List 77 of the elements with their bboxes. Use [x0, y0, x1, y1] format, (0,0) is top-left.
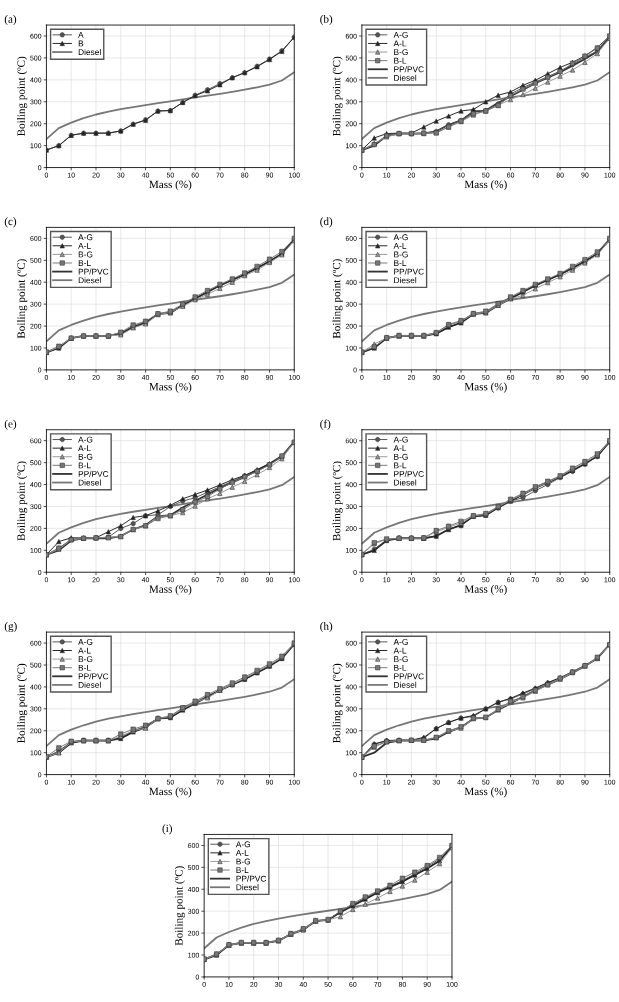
legend-label: B-L: [394, 260, 407, 266]
legend-label: A-G: [78, 436, 93, 443]
y-axis-title: Boiling point (ºC): [17, 663, 28, 744]
legend-label: PP/PVC: [394, 470, 424, 477]
legend-label: B-G: [78, 656, 93, 663]
legend-label: Diesel: [394, 74, 417, 81]
legend-label: B-L: [78, 260, 91, 266]
y-axis-title: Boiling point (ºC): [332, 259, 343, 339]
chart-title: (h): [320, 622, 333, 633]
legend-label: PP/PVC: [394, 268, 424, 275]
legend-label: B-L: [394, 57, 407, 64]
x-axis-title: Mass (%): [149, 180, 192, 191]
y-axis-title: Boiling point (ºC): [17, 461, 28, 541]
legend-label: A-L: [393, 40, 407, 47]
y-axis-title: Boiling point (ºC): [332, 461, 343, 541]
legend-label: A-G: [393, 234, 408, 241]
legend-label: PP/PVC: [236, 875, 267, 882]
legend-label: PP/PVC: [78, 470, 109, 477]
legend-label: Diesel: [78, 681, 101, 688]
legend-label: B-L: [78, 462, 91, 469]
legend-label: B: [78, 40, 84, 47]
chart-title: (a): [4, 14, 17, 26]
legend-label: B-G: [394, 656, 408, 663]
chart-title: (g): [4, 621, 17, 633]
legend-label: B-G: [394, 453, 408, 460]
legend-label: PP/PVC: [394, 673, 424, 680]
legend-label: A-G: [78, 234, 93, 241]
chart-title: (c): [4, 217, 17, 228]
legend-label: A-L: [78, 445, 91, 452]
x-axis-title: Mass (%): [464, 584, 507, 596]
legend-label: A-L: [393, 647, 407, 654]
y-axis-title: Boiling point (ºC): [17, 56, 28, 136]
chart-title: (d): [320, 217, 333, 228]
legend-label: B-G: [78, 251, 93, 258]
chart-title: (f): [320, 419, 331, 430]
legend-label: B-G: [394, 49, 408, 56]
legend-label: Diesel: [394, 277, 417, 284]
legend-label: A-L: [78, 647, 91, 654]
x-axis-title: Mass (%): [464, 180, 507, 191]
legend-label: PP/PVC: [78, 673, 109, 680]
legend-label: A-G: [393, 638, 408, 645]
legend-label: A: [78, 32, 84, 38]
legend-label: Diesel: [78, 48, 101, 56]
legend-label: A-L: [78, 242, 91, 249]
legend-label: A-L: [393, 242, 407, 249]
legend-label: B-G: [394, 251, 408, 258]
legend-label: B-L: [236, 867, 249, 873]
x-axis-title: Mass (%): [149, 787, 192, 798]
legend-label: PP/PVC: [394, 66, 424, 73]
chart-title: (i): [162, 824, 173, 835]
legend-label: Diesel: [78, 277, 101, 284]
legend-label: B-L: [78, 664, 91, 671]
legend-label: Diesel: [236, 884, 259, 891]
y-axis-title: Boiling point (ºC): [17, 259, 28, 339]
legend-label: B-G: [78, 453, 93, 460]
x-axis-title: Mass (%): [149, 584, 192, 596]
legend-label: A-L: [393, 445, 407, 452]
chart-title: (b): [320, 14, 333, 26]
legend-label: A-G: [78, 638, 93, 645]
legend-label: Diesel: [394, 681, 417, 688]
legend-label: A-G: [235, 841, 251, 848]
legend-label: B-L: [394, 462, 407, 469]
y-axis-title: Boiling point (ºC): [332, 663, 343, 744]
x-axis-title: Mass (%): [464, 787, 507, 798]
legend-label: PP/PVC: [78, 268, 109, 275]
legend-label: A-L: [235, 850, 249, 856]
legend-label: A-G: [393, 436, 408, 443]
x-axis-title: Mass (%): [464, 382, 507, 393]
legend-label: B-L: [394, 664, 407, 671]
chart-title: (e): [4, 419, 17, 430]
y-axis-title: Boiling point (ºC): [174, 866, 185, 946]
x-axis-title: Mass (%): [149, 382, 192, 393]
legend-label: B-G: [236, 858, 251, 865]
legend-label: Diesel: [78, 479, 101, 486]
legend-label: Diesel: [394, 479, 417, 486]
y-axis-title: Boiling point (ºC): [332, 56, 343, 136]
legend-label: A-G: [393, 31, 408, 38]
